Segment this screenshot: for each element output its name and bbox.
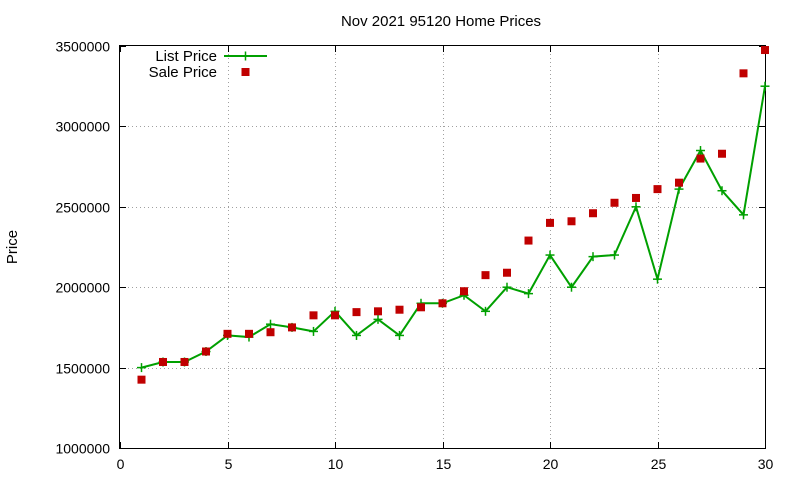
- y-tick-label: 2500000: [55, 200, 110, 216]
- grid: [120, 46, 765, 448]
- sale-price-point: [675, 178, 683, 187]
- sale-price-point: [761, 46, 769, 55]
- sale-price-point: [266, 328, 275, 337]
- list-price-point: [610, 250, 619, 260]
- sale-price-point: [438, 299, 447, 308]
- list-price-point: [739, 210, 748, 220]
- list-price-point: [373, 314, 383, 324]
- axis-ticks: 1000000 1500000 2000000 2500000 3000000 35000…: [55, 39, 773, 473]
- x-tick-label: 10: [328, 456, 344, 472]
- y-tick-label: 3500000: [55, 39, 110, 55]
- sale-price-point: [417, 303, 425, 312]
- y-tick-label: 3000000: [55, 119, 110, 135]
- plot-frame: [119, 45, 766, 449]
- list-price-point: [266, 319, 275, 329]
- list-price-point: [481, 306, 490, 316]
- y-tick-label: 1500000: [55, 361, 110, 377]
- sale-price-point: [503, 268, 511, 277]
- sale-price-point: [481, 271, 490, 280]
- legend-swatch-list-price-marker: [241, 51, 250, 61]
- legend-swatch-sale-price-marker: [241, 68, 250, 76]
- sale-price-point: [632, 193, 640, 202]
- list-price-point: [502, 282, 512, 292]
- sale-price-point: [567, 217, 576, 226]
- list-price-point: [696, 146, 705, 156]
- list-price-point: [524, 289, 533, 299]
- sale-price-point: [696, 154, 705, 163]
- sale-price-point: [374, 307, 382, 316]
- sale-price-point: [460, 287, 468, 296]
- legend-label-list-price: List Price: [155, 48, 217, 65]
- sale-price-point: [331, 311, 339, 320]
- list-price-point: [631, 202, 641, 212]
- sale-price-point: [202, 347, 210, 356]
- sale-price-point: [137, 375, 146, 384]
- sale-price-point: [159, 357, 167, 366]
- sale-price-point: [589, 209, 597, 218]
- list-price-point: [717, 186, 727, 196]
- sale-price-point: [309, 311, 318, 320]
- list-price-point: [395, 330, 404, 340]
- list-price-point: [352, 330, 361, 340]
- sale-price-point: [245, 329, 253, 338]
- list-price-point: [567, 282, 576, 292]
- sale-price-point: [610, 198, 619, 207]
- list-price-point: [653, 274, 662, 284]
- sale-price-point: [718, 149, 726, 158]
- x-tick-label: 15: [436, 456, 452, 472]
- y-axis-label: Price: [4, 230, 21, 264]
- list-price-point: [588, 252, 598, 262]
- chart-title: Nov 2021 95120 Home Prices: [341, 13, 541, 30]
- legend-label-sale-price: Sale Price: [149, 64, 217, 81]
- y-tick-label: 1000000: [55, 441, 110, 457]
- x-tick-label: 25: [651, 456, 667, 472]
- sale-price-point: [524, 236, 533, 245]
- x-tick-label: 0: [117, 456, 125, 472]
- y-tick-label: 2000000: [55, 280, 110, 296]
- sale-price-point: [180, 357, 189, 366]
- list-price-line: [141, 86, 766, 369]
- list-price-point: [545, 250, 555, 260]
- sale-price-point: [739, 69, 748, 78]
- x-tick-label: 20: [543, 456, 559, 472]
- sale-price-point: [352, 308, 361, 317]
- list-price-point: [760, 81, 770, 91]
- sale-price-point: [288, 323, 296, 332]
- series: [137, 46, 770, 384]
- sale-price-point: [223, 329, 232, 338]
- sale-price-point: [395, 305, 404, 314]
- sale-price-point: [546, 218, 554, 227]
- x-tick-label: 30: [758, 456, 774, 472]
- list-price-point: [137, 363, 146, 373]
- x-tick-label: 5: [225, 456, 233, 472]
- list-price-point: [309, 326, 318, 336]
- sale-price-point: [653, 185, 662, 194]
